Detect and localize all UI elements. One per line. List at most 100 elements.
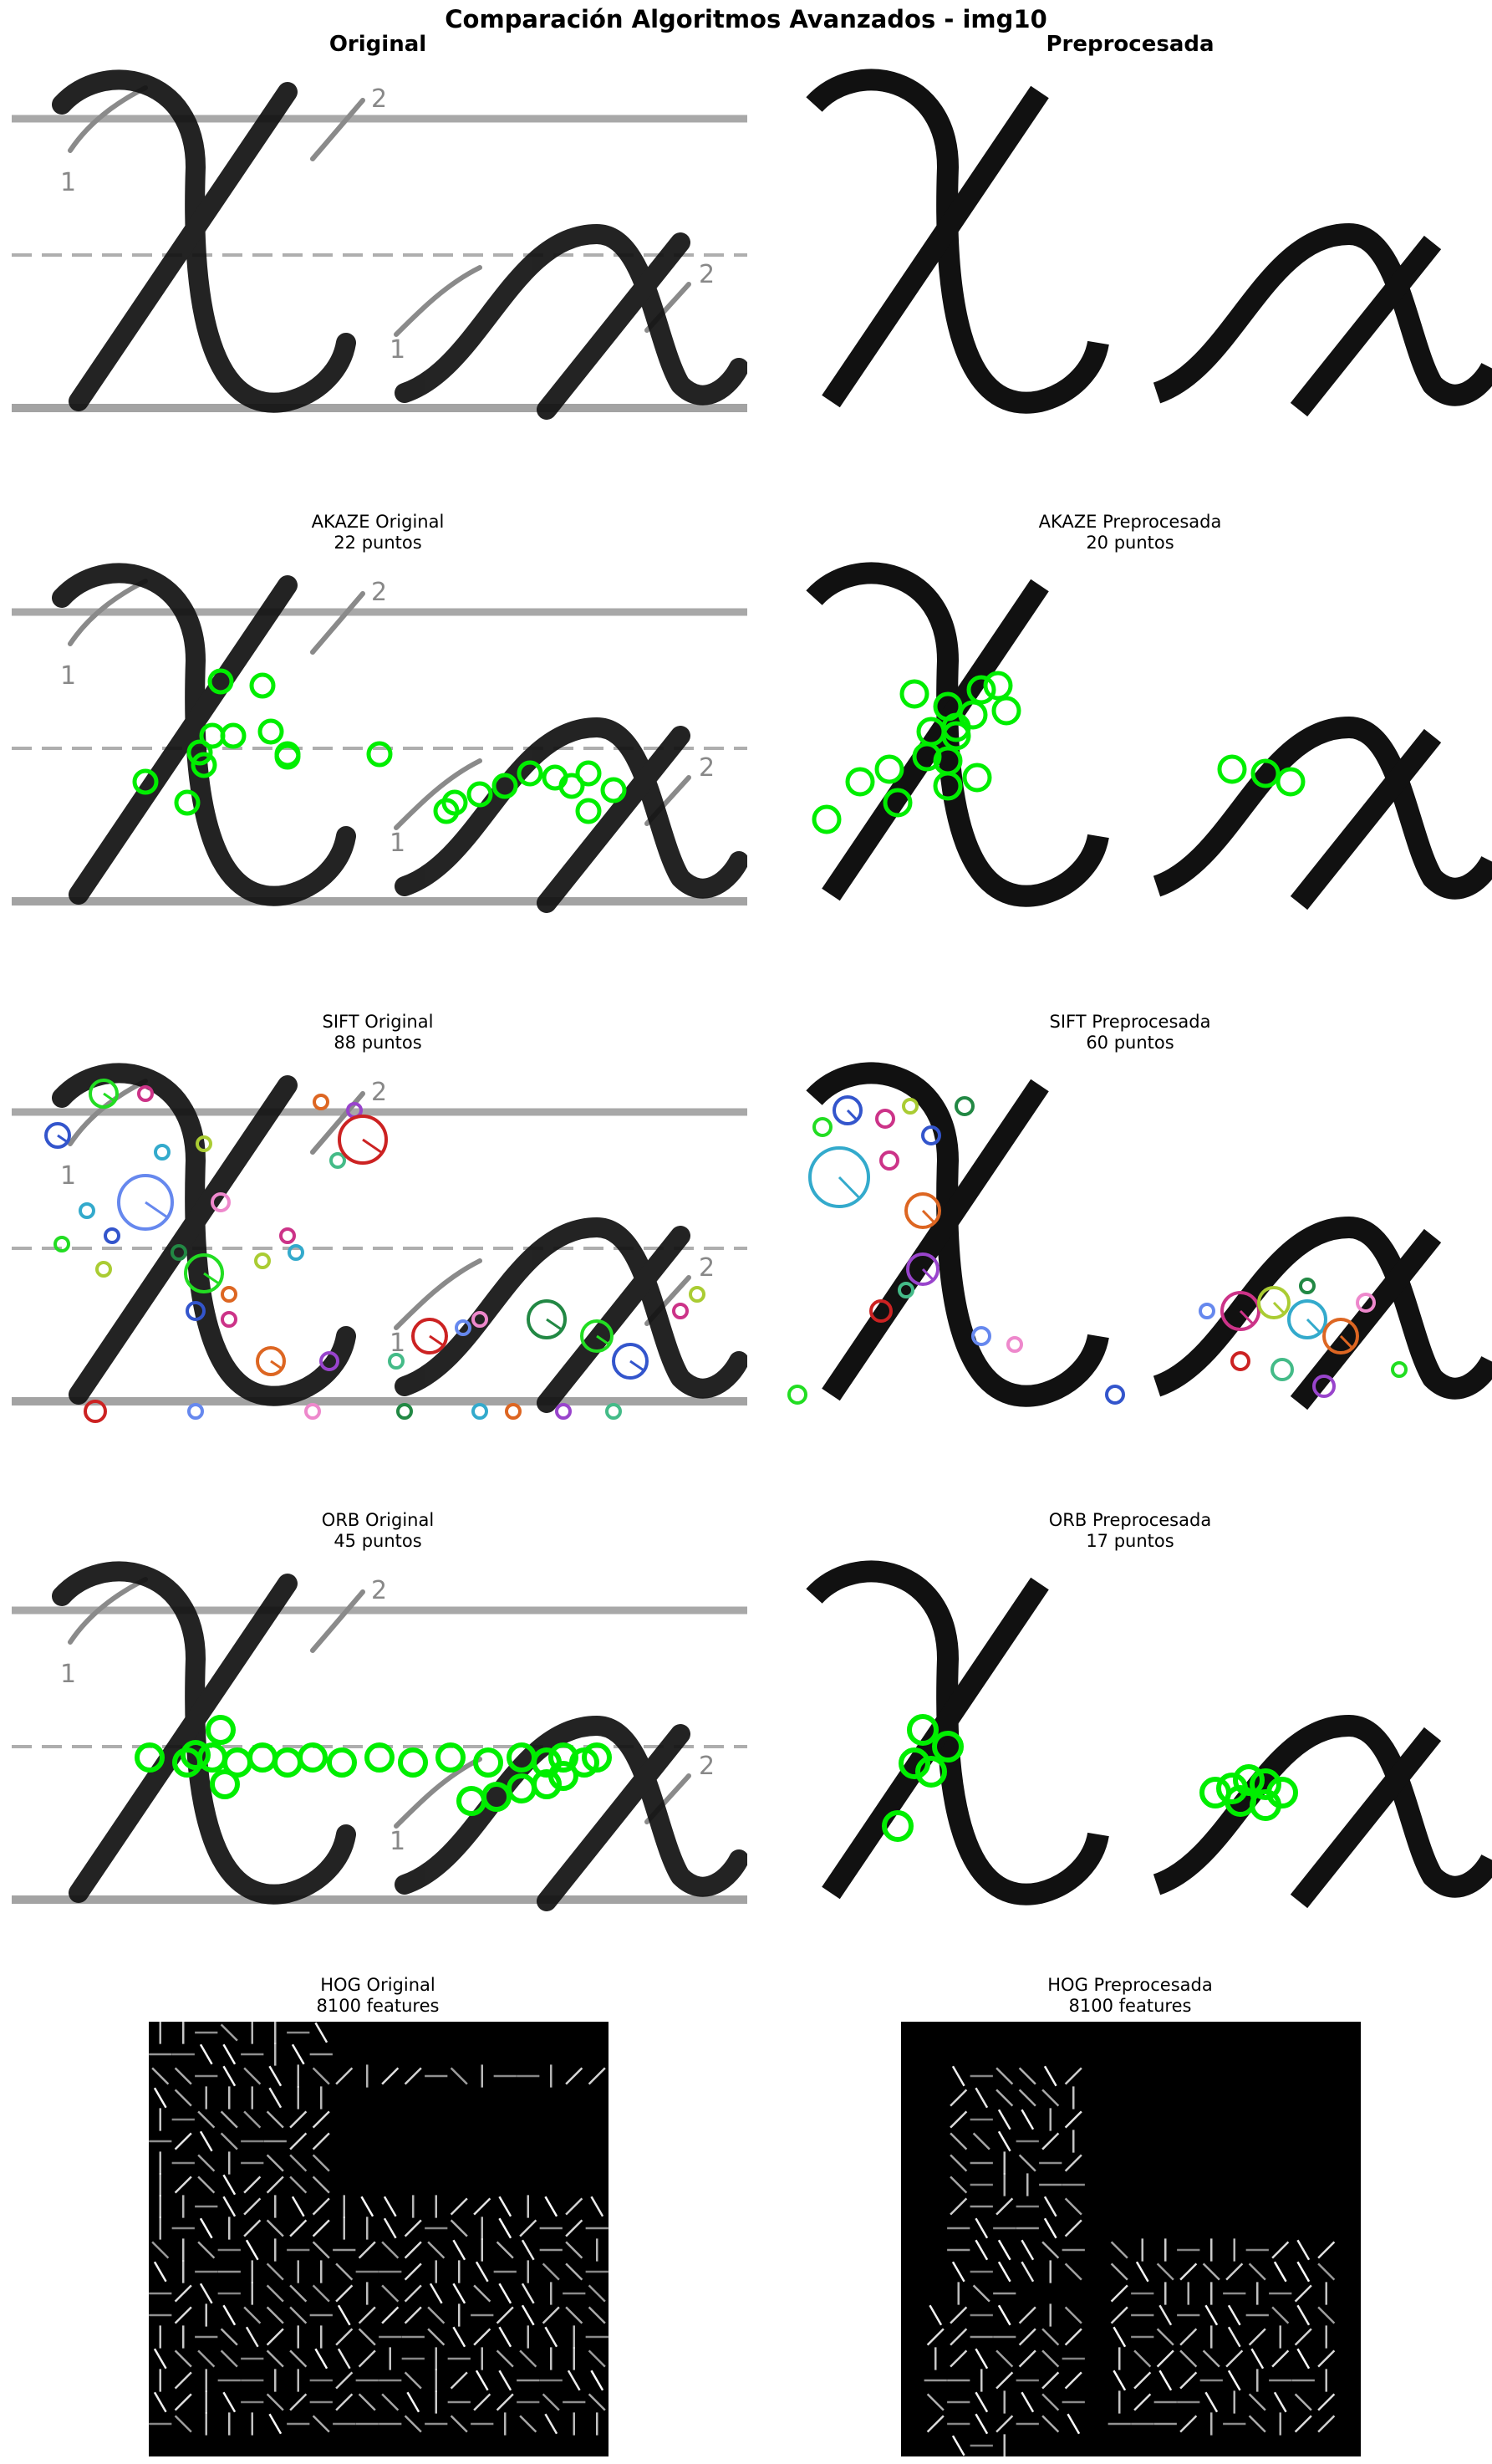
panel-title-orb-original: ORB Original 45 puntos [10,1510,746,1552]
hog-cell-gradient [1018,2349,1036,2368]
keypoint-circle [672,1303,689,1319]
hog-cell-gradient [975,2413,989,2435]
panel-title-line: HOG Original [320,1975,435,1995]
hog-cell-gradient [997,2239,1011,2261]
keypoint-orientation [838,1176,861,1200]
hog-background [149,2022,609,2456]
keypoint-orientation [921,1209,936,1224]
handwritten-letters [806,69,1492,417]
keypoint-orientation [145,1201,169,1219]
keypoint-circle [481,1782,512,1812]
hog-cell-gradient [404,2284,422,2303]
arrow-2-large [310,591,365,655]
lowercase-x-diagonal [1290,235,1442,417]
uppercase-x-diagonal [69,1574,298,1903]
keypoint-circle [904,1192,941,1229]
lowercase-x-curve [1153,717,1492,900]
hog-cell-gradient [381,2393,400,2411]
hog-cell-gradient [1064,2110,1082,2129]
stroke-order-digit: 1 [60,1660,76,1689]
hog-cell-gradient [404,2219,422,2237]
hog-cell-gradient [1021,2261,1035,2283]
hog-cell-gradient [1273,2391,1287,2413]
hog-cell-gradient [452,2326,466,2348]
hog-cell-gradient [174,2415,192,2433]
hog-cell-gradient [997,2261,1011,2283]
hog-cell-gradient [590,2196,604,2217]
keypoint-circle [882,1810,914,1842]
keypoint-circle [1287,1299,1327,1339]
hog-cell-gradient [174,2349,192,2368]
hog-cell-gradient [220,2349,238,2368]
hog-cell-gradient [1204,2304,1219,2326]
hog-cell-gradient [429,2283,443,2304]
arrow-2-large [310,1589,365,1653]
keypoint-circle [1270,1358,1294,1381]
hog-cell-gradient [335,2262,354,2281]
keypoint-circle [274,743,301,770]
hog-cell-gradient [174,2089,192,2107]
keypoint-circle [548,1742,578,1773]
hog-cell-gradient [1225,2349,1244,2368]
hog-cell-gradient [1202,2262,1220,2281]
hog-cell-gradient [245,2239,259,2261]
stroke-order-digits: 1 2 1 2 [60,578,715,858]
keypoint-circle [1006,1336,1023,1353]
keypoint-orientation [1306,1318,1321,1334]
uppercase-x-curve [52,1063,356,1406]
keypoint-orientation [546,1318,563,1331]
hog-cell-gradient [975,2087,989,2109]
lowercase-x-curve [1153,1715,1492,1898]
hog-cell-gradient [951,2065,965,2087]
keypoint-circle [555,1403,572,1420]
keypoint-circle [1250,1768,1281,1800]
hog-cell-gradient [475,2370,489,2391]
hog-cell-gradient [153,2087,167,2109]
arrow-1-small [394,1757,482,1829]
keypoint-circle [1257,1286,1291,1319]
hog-cell-gradient [289,2306,308,2324]
image-hog-original [149,2022,609,2456]
hog-cell-gradient [266,2393,284,2411]
hog-cell-gradient [406,2391,420,2413]
hog-cell-gradient [519,2349,537,2368]
stroke-order-digit: 1 [60,661,76,691]
hog-cell-gradient [243,2219,262,2237]
keypoint-circle [1250,758,1281,788]
hog-cell-gradient [496,2393,514,2411]
keypoint-circle [338,1115,388,1165]
hog-cell-gradient [289,2154,308,2172]
arrow-1-small [394,265,482,337]
hog-cell-gradient [519,2219,537,2237]
hog-cell-gradient [975,2239,989,2261]
keypoint-circle [1199,1303,1215,1319]
keypoint-orientation [1339,1334,1354,1349]
hog-cell-gradient [222,2196,237,2217]
hog-cell-gradient [473,2393,491,2411]
hog-cell-gradient [268,2087,283,2109]
keypoint-circle [833,1095,863,1125]
image-orb-original: 1 2 1 2 [12,1558,747,1951]
keypoint-orientation [629,1360,645,1372]
keypoint-circle [845,767,875,797]
keypoint-circle [184,1253,224,1293]
keypoint-orientation [596,1334,610,1346]
panel-title-original: Original [328,32,427,57]
hog-cell-gradient [312,2284,330,2303]
figure-title: Comparación Algoritmos Avanzados - img10 [445,5,1047,33]
hog-cell-gradient [1317,2393,1336,2411]
image-sift-preprocesada [764,1060,1492,1453]
hog-cell-gradient [199,2217,213,2239]
hog-cell-gradient [1113,2326,1127,2348]
hog-cell-gradient [521,2304,535,2326]
keypoint-circle [435,1742,466,1773]
hog-cell-gradient [1021,2109,1035,2130]
keypoint-circle [983,671,1013,701]
hog-cell-gradient [174,2306,192,2324]
hog-cell-gradient [1064,2328,1082,2346]
hog-cell-gradient [1179,2328,1198,2346]
hog-cell-gradient [358,2241,376,2259]
hog-cell-gradient [360,2196,374,2217]
keypoint-circle [933,771,963,801]
hog-cell-gradient [335,2371,354,2390]
